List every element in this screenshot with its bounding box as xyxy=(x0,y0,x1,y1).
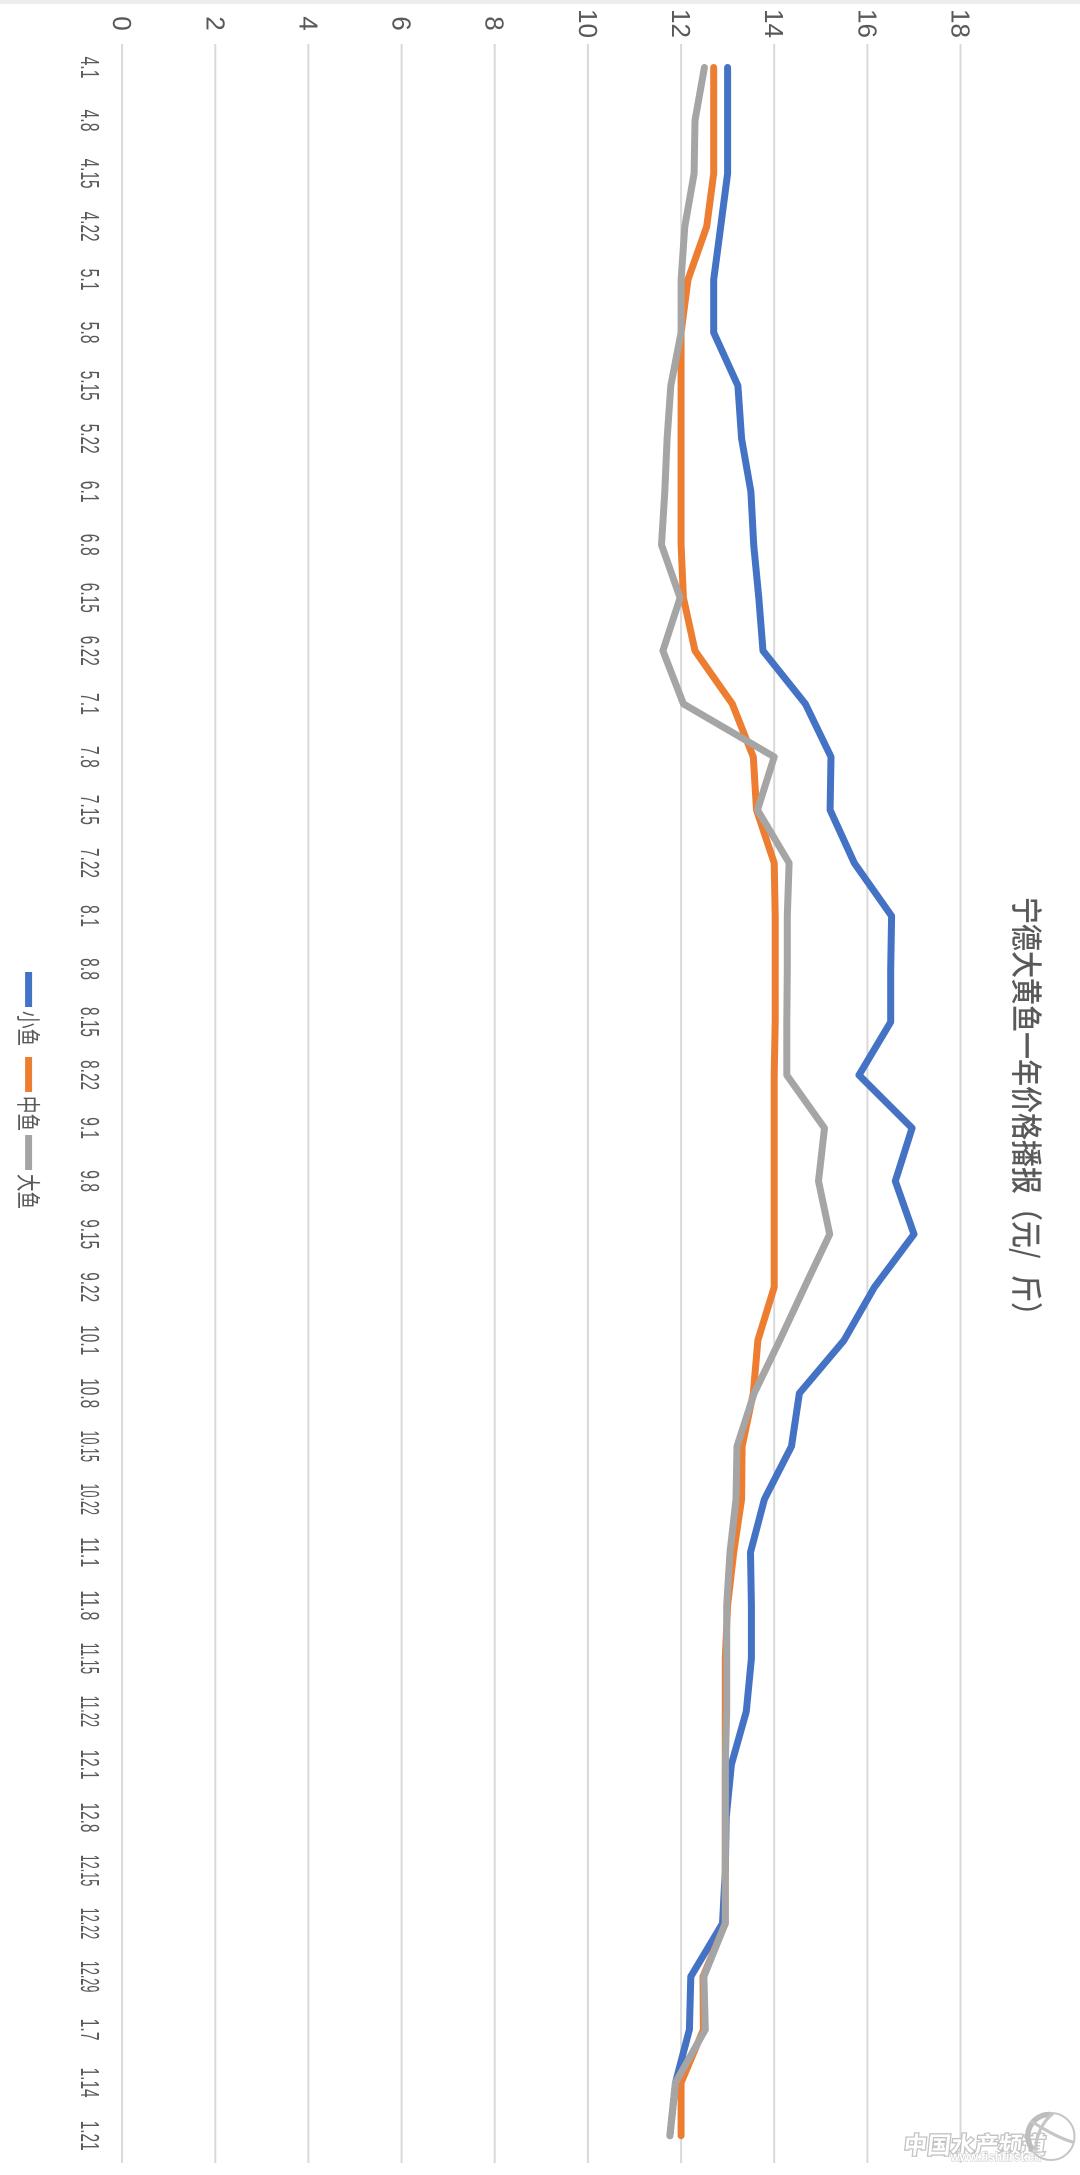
svg-text:5.22: 5.22 xyxy=(75,424,105,454)
svg-text:5.1: 5.1 xyxy=(75,269,105,291)
svg-text:11.8: 11.8 xyxy=(75,1590,105,1620)
svg-text:www.fishfirst.cn: www.fishfirst.cn xyxy=(950,2150,1042,2164)
svg-text:8.1: 8.1 xyxy=(75,905,105,927)
svg-text:10: 10 xyxy=(573,9,603,38)
svg-text:11.1: 11.1 xyxy=(75,1537,105,1567)
svg-text:5.8: 5.8 xyxy=(75,322,105,344)
svg-text:10.8: 10.8 xyxy=(75,1378,105,1408)
svg-text:4: 4 xyxy=(293,16,323,30)
svg-text:1.7: 1.7 xyxy=(75,2019,105,2041)
svg-text:12.1: 12.1 xyxy=(75,1750,105,1780)
svg-text:6.15: 6.15 xyxy=(75,583,105,613)
svg-text:1.14: 1.14 xyxy=(75,2068,105,2098)
svg-text:12.8: 12.8 xyxy=(75,1803,105,1833)
svg-text:9.15: 9.15 xyxy=(75,1219,105,1249)
svg-text:18: 18 xyxy=(946,9,976,38)
svg-text:5.15: 5.15 xyxy=(75,371,105,401)
svg-text:16: 16 xyxy=(852,9,882,38)
svg-text:10.22: 10.22 xyxy=(75,1484,105,1516)
svg-text:6.8: 6.8 xyxy=(75,534,105,556)
svg-text:9.8: 9.8 xyxy=(75,1170,105,1192)
svg-text:11.22: 11.22 xyxy=(75,1696,105,1728)
svg-text:6.1: 6.1 xyxy=(75,481,105,503)
svg-text:12.29: 12.29 xyxy=(75,1961,105,1993)
svg-text:10.15: 10.15 xyxy=(75,1431,105,1463)
svg-text:12: 12 xyxy=(666,9,696,38)
svg-text:7.15: 7.15 xyxy=(75,795,105,825)
svg-text:10.1: 10.1 xyxy=(75,1325,105,1355)
svg-text:9.22: 9.22 xyxy=(75,1272,105,1302)
svg-text:9.1: 9.1 xyxy=(75,1117,105,1139)
svg-text:8: 8 xyxy=(480,16,510,30)
svg-text:7.8: 7.8 xyxy=(75,746,105,768)
svg-text:12.15: 12.15 xyxy=(75,1855,105,1887)
svg-text:4.15: 4.15 xyxy=(75,159,105,189)
svg-text:6.22: 6.22 xyxy=(75,636,105,666)
svg-text:www.fishfirst.cn: www.fishfirst.cn xyxy=(950,2150,1042,2164)
svg-text:4.8: 4.8 xyxy=(75,110,105,132)
svg-text:7.22: 7.22 xyxy=(75,848,105,878)
svg-text:2: 2 xyxy=(200,16,230,30)
svg-text:6: 6 xyxy=(387,16,417,30)
svg-text:8.8: 8.8 xyxy=(75,958,105,980)
svg-text:4.22: 4.22 xyxy=(75,212,105,242)
svg-text:4.1: 4.1 xyxy=(75,57,105,79)
svg-text:7.1: 7.1 xyxy=(75,693,105,715)
svg-text:0: 0 xyxy=(107,16,137,30)
svg-text:8.15: 8.15 xyxy=(75,1007,105,1037)
svg-text:11.15: 11.15 xyxy=(75,1643,105,1675)
svg-text:14: 14 xyxy=(759,9,789,38)
svg-text:1.21: 1.21 xyxy=(75,2121,105,2151)
svg-text:12.22: 12.22 xyxy=(75,1908,105,1940)
svg-text:8.22: 8.22 xyxy=(75,1060,105,1090)
